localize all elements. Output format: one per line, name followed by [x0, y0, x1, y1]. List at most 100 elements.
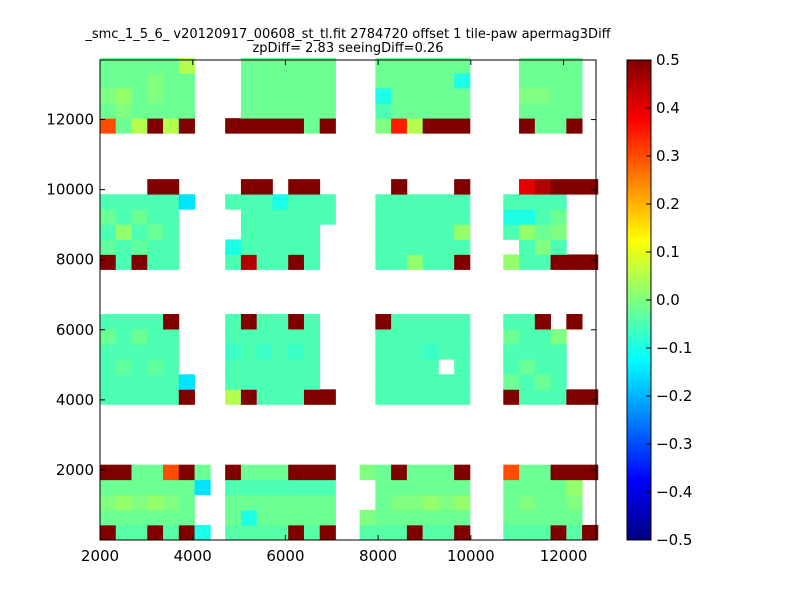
- heatmap-cell: [391, 103, 408, 119]
- heatmap-cell: [131, 118, 148, 134]
- heatmap-cell: [100, 494, 117, 511]
- heatmap-cell: [503, 209, 520, 225]
- heatmap-cell: [391, 179, 408, 195]
- heatmap-cell: [519, 314, 536, 330]
- heatmap-cell: [115, 314, 132, 330]
- heatmap-cell: [225, 524, 242, 541]
- heatmap-cell: [375, 254, 392, 270]
- heatmap-cell: [454, 254, 471, 270]
- heatmap-cell: [503, 524, 520, 541]
- heatmap-cell: [519, 179, 536, 195]
- heatmap-cell: [147, 329, 164, 345]
- heatmap-cell: [178, 374, 195, 390]
- heatmap-cell: [115, 464, 132, 481]
- heatmap-cell: [503, 479, 520, 496]
- heatmap-cell: [225, 344, 242, 360]
- heatmap-cell: [225, 509, 242, 526]
- heatmap-cell: [550, 239, 567, 255]
- heatmap-cell: [272, 494, 289, 511]
- heatmap-cell: [582, 524, 599, 541]
- heatmap-cell: [391, 118, 408, 134]
- heatmap-cell: [319, 494, 336, 511]
- heatmap-cell: [100, 57, 117, 74]
- heatmap-cell: [503, 374, 520, 390]
- heatmap-cell: [438, 494, 455, 511]
- heatmap-cell: [391, 224, 408, 240]
- heatmap-cell: [240, 509, 258, 526]
- heatmap-cell: [147, 359, 164, 375]
- heatmap-cell: [194, 464, 211, 481]
- heatmap-cell: [375, 314, 392, 330]
- heatmap-cell: [566, 524, 583, 541]
- heatmap-cell: [240, 254, 258, 270]
- heatmap-cell: [115, 239, 132, 255]
- heatmap-cell: [454, 374, 471, 390]
- heatmap-cell: [147, 72, 164, 89]
- heatmap-cell: [582, 464, 599, 481]
- heatmap-cell: [256, 209, 273, 225]
- heatmap-cell: [163, 494, 180, 511]
- heatmap-cell: [240, 344, 258, 360]
- heatmap-cell: [454, 239, 471, 255]
- heatmap-cell: [406, 344, 424, 360]
- heatmap-cell: [550, 494, 567, 511]
- heatmap-cell: [303, 389, 321, 405]
- heatmap-cell: [503, 344, 520, 360]
- colorbar-tick-label: 0.3: [656, 147, 680, 165]
- heatmap-cell: [163, 88, 180, 104]
- colorbar-tick-label: −0.2: [656, 387, 692, 405]
- heatmap-cell: [519, 72, 536, 89]
- heatmap-cell: [240, 103, 258, 119]
- heatmap-cell: [454, 389, 471, 405]
- heatmap-cell: [240, 194, 258, 210]
- heatmap-cell: [100, 209, 117, 225]
- heatmap-cell: [438, 509, 455, 526]
- heatmap-cell: [272, 118, 289, 134]
- heatmap-cell: [550, 524, 567, 541]
- heatmap-cell: [131, 494, 148, 511]
- heatmap-cell: [438, 479, 455, 496]
- heatmap-cell: [256, 479, 273, 496]
- heatmap-cells: [100, 57, 599, 541]
- heatmap-cell: [115, 209, 132, 225]
- y-tick-label: 6000: [56, 321, 94, 339]
- heatmap-cell: [288, 509, 305, 526]
- heatmap-cell: [406, 209, 424, 225]
- heatmap-cell: [147, 254, 164, 270]
- heatmap-cell: [534, 88, 551, 104]
- heatmap-cell: [406, 524, 424, 541]
- heatmap-cell: [534, 344, 551, 360]
- heatmap-cell: [566, 479, 583, 496]
- heatmap-cell: [303, 254, 321, 270]
- heatmap-cell: [319, 88, 336, 104]
- heatmap-cell: [454, 509, 471, 526]
- heatmap-cell: [178, 57, 195, 74]
- heatmap-cell: [422, 57, 439, 74]
- heatmap-cell: [534, 103, 551, 119]
- heatmap-cell: [406, 374, 424, 390]
- heatmap-cell: [272, 479, 289, 496]
- heatmap-cell: [163, 72, 180, 89]
- heatmap-cell: [422, 209, 439, 225]
- heatmap-cell: [438, 314, 455, 330]
- heatmap-cell: [391, 524, 408, 541]
- heatmap-cell: [225, 239, 242, 255]
- heatmap-cell: [534, 509, 551, 526]
- heatmap-cell: [272, 254, 289, 270]
- heatmap-cell: [359, 464, 376, 481]
- colorbar-tick-label: 0.4: [656, 99, 680, 117]
- heatmap-cell: [256, 344, 273, 360]
- heatmap-cell: [272, 72, 289, 89]
- heatmap-cell: [438, 344, 455, 360]
- heatmap-cell: [319, 103, 336, 119]
- heatmap-cell: [319, 72, 336, 89]
- heatmap-cell: [240, 224, 258, 240]
- heatmap-cell: [454, 179, 471, 195]
- heatmap-cell: [178, 479, 195, 496]
- heatmap-cell: [100, 329, 117, 345]
- heatmap-cell: [406, 329, 424, 345]
- heatmap-cell: [178, 509, 195, 526]
- heatmap-cell: [163, 239, 180, 255]
- heatmap-cell: [534, 329, 551, 345]
- heatmap-cell: [288, 239, 305, 255]
